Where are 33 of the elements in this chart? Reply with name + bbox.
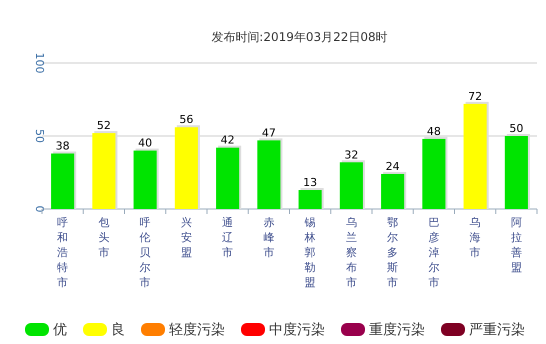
legend-label: 轻度污染 xyxy=(169,322,225,338)
legend-label: 中度污染 xyxy=(269,322,325,338)
data-label: 13 xyxy=(303,176,318,190)
legend-label: 严重污染 xyxy=(469,322,525,338)
data-label: 47 xyxy=(262,126,276,140)
data-label: 50 xyxy=(509,122,524,135)
x-tick-label: 包头市 xyxy=(98,216,110,259)
data-label: 24 xyxy=(386,160,400,173)
data-label: 32 xyxy=(344,148,358,162)
x-tick-label: 阿拉善盟 xyxy=(510,216,522,274)
legend-label: 优 xyxy=(53,322,67,338)
data-label: 52 xyxy=(96,119,111,132)
data-label: 72 xyxy=(468,90,482,103)
y-tick-label: 50 xyxy=(33,129,46,143)
x-tick-label: 巴彦淖尔市 xyxy=(428,216,440,289)
y-tick-label: 100 xyxy=(33,52,46,74)
x-tick-label: 乌兰察布市 xyxy=(346,216,357,289)
x-tick-label: 乌海市 xyxy=(470,216,481,259)
x-tick-label: 锡林郭勒盟 xyxy=(304,216,316,289)
legend-label: 重度污染 xyxy=(369,322,425,338)
data-label: 38 xyxy=(56,140,70,153)
data-label: 40 xyxy=(138,136,152,150)
chart-title: 发布时间:2019年03月22日08时 xyxy=(211,30,388,44)
data-label: 56 xyxy=(179,113,194,126)
x-tick-label: 赤峰市 xyxy=(263,216,274,259)
x-tick-label: 呼伦贝尔市 xyxy=(140,216,151,289)
x-tick-label: 鄂尔多斯市 xyxy=(387,216,398,289)
data-label: 48 xyxy=(426,124,441,138)
data-label: 42 xyxy=(220,134,235,147)
x-tick-label: 通辽市 xyxy=(222,216,234,259)
x-tick-label: 兴安盟 xyxy=(180,216,192,259)
legend-label: 良 xyxy=(111,322,125,338)
x-tick-label: 呼和浩特市 xyxy=(57,216,68,289)
